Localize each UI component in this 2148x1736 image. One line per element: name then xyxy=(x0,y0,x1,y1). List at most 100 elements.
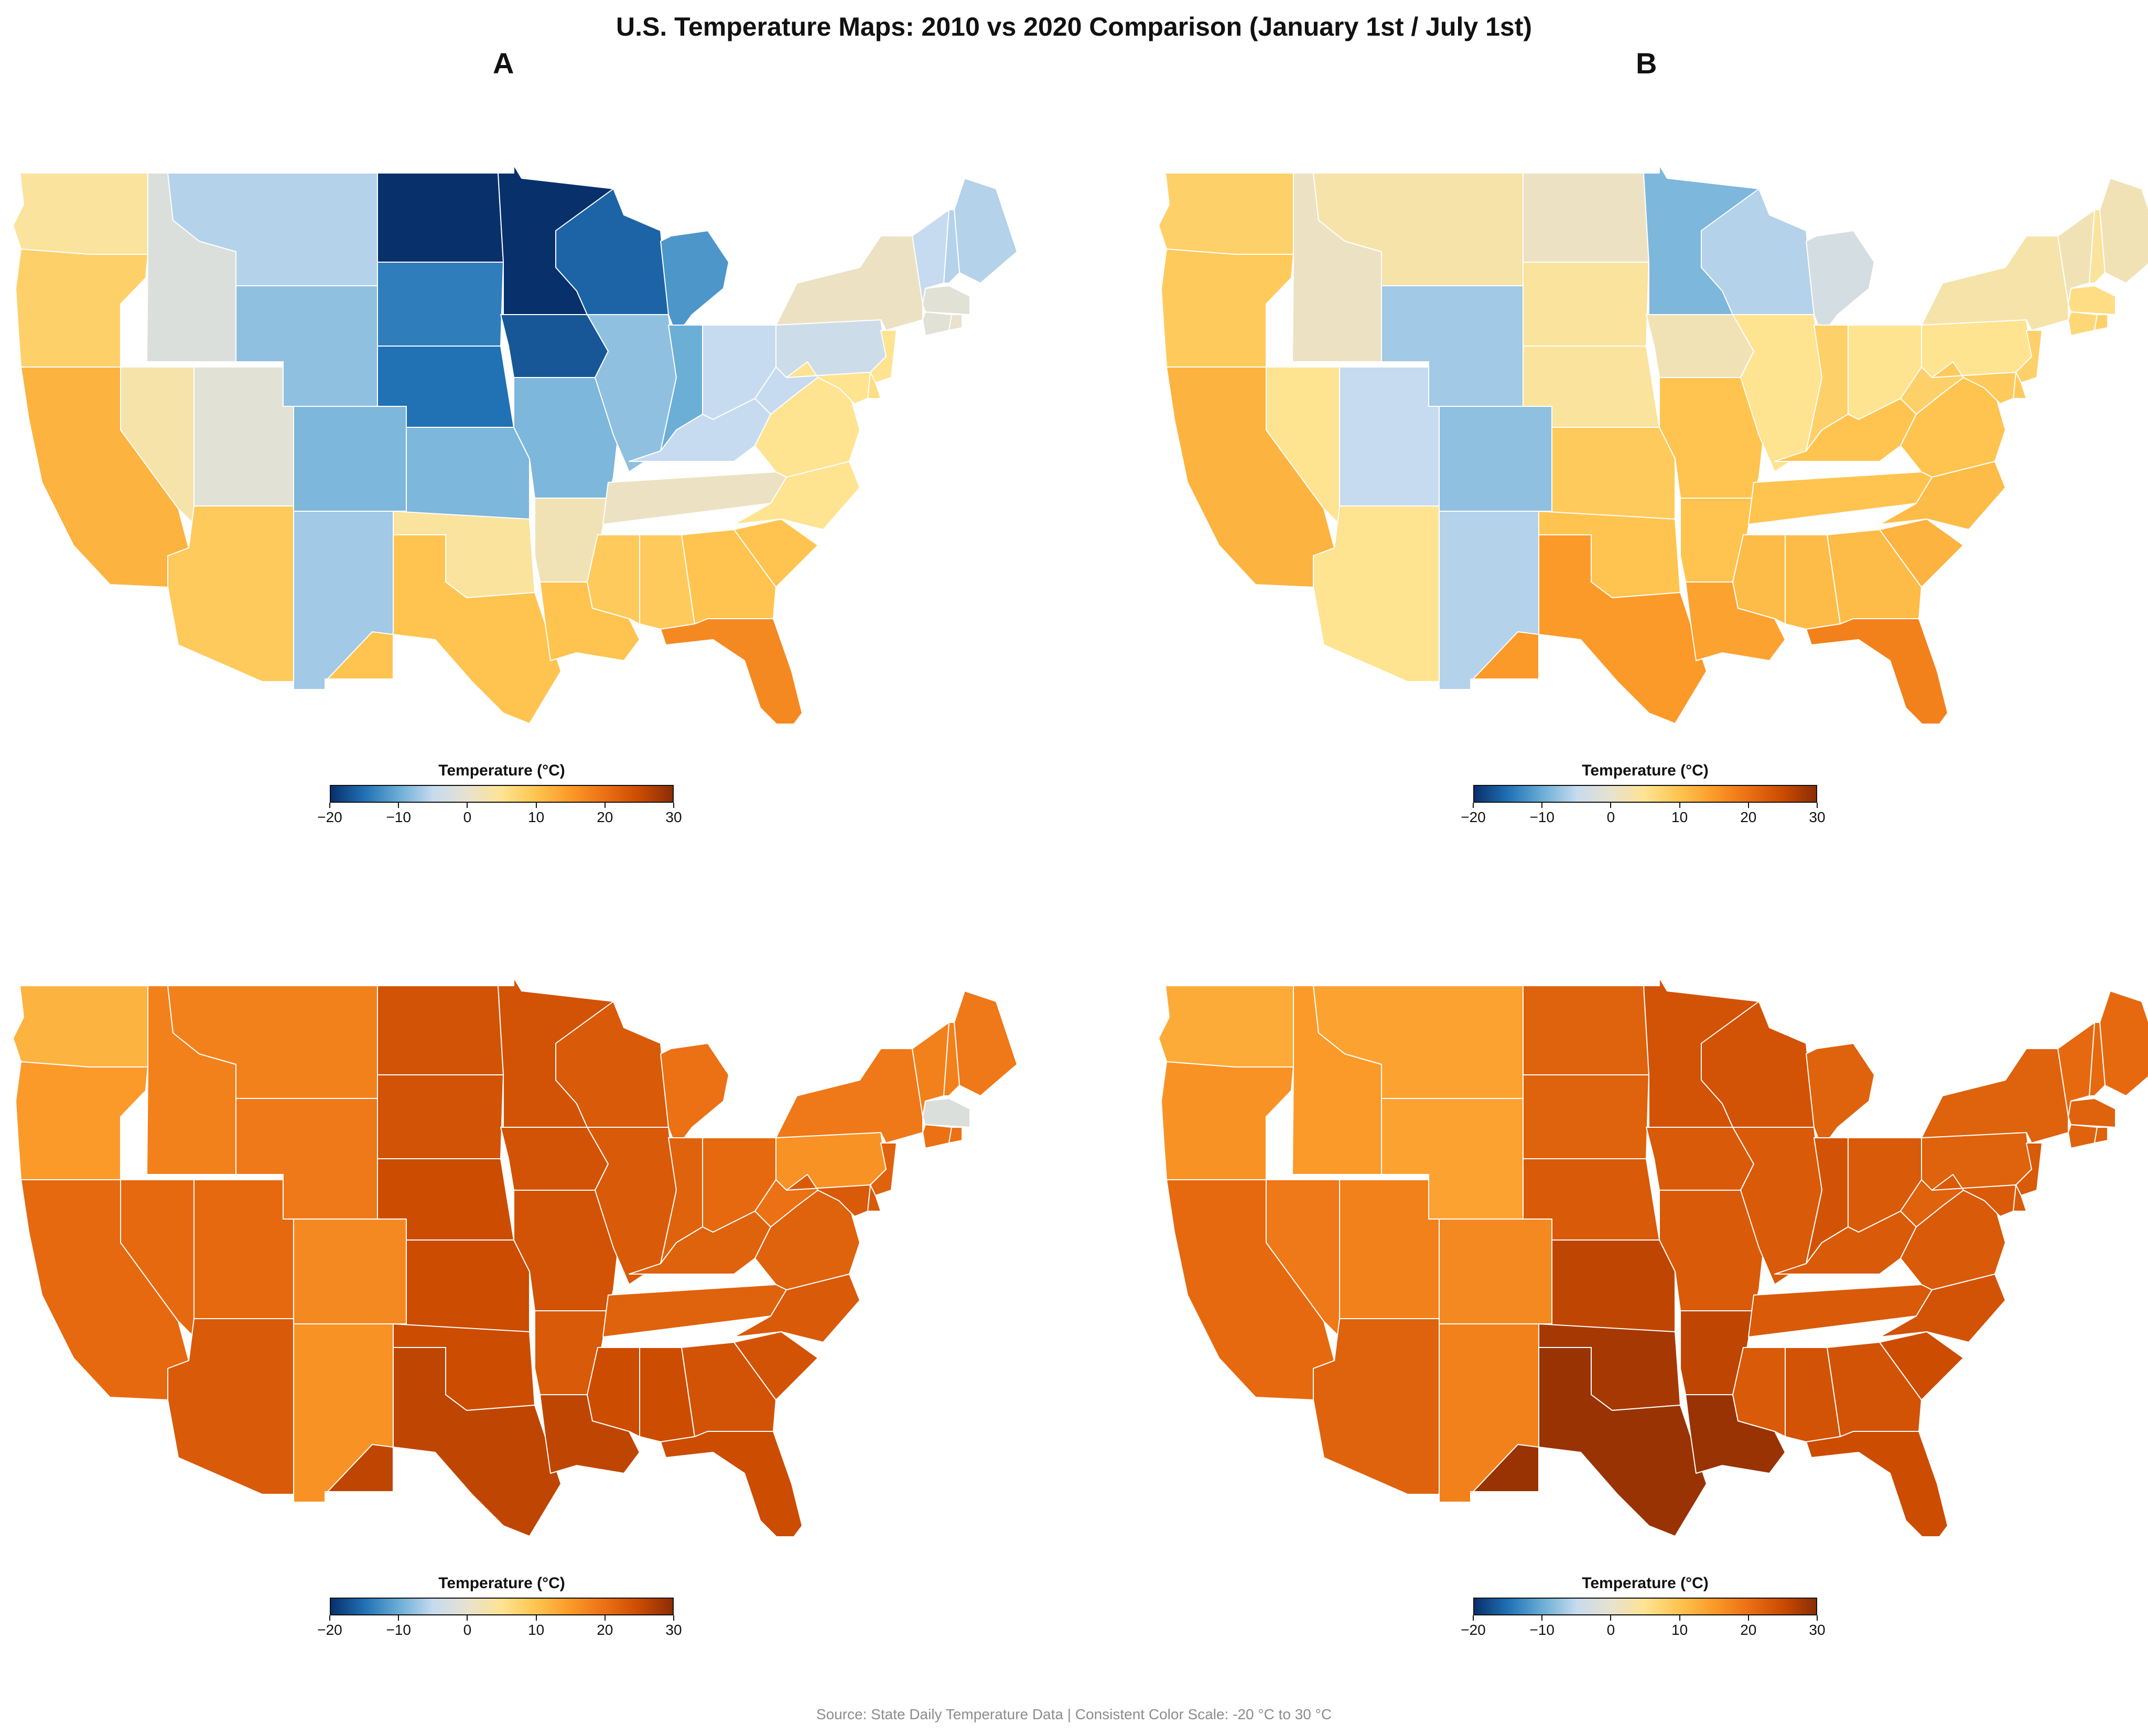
legend-tick-label: 0 xyxy=(1606,809,1615,825)
state-me xyxy=(2099,990,2148,1096)
state-wa xyxy=(1158,985,1294,1068)
legend-tick-label: −10 xyxy=(386,809,411,825)
legend-b-bottom: Temperature (°C) −20 −10 0 10 20 30 xyxy=(1461,1575,1829,1658)
legend-tick-label: 10 xyxy=(528,1622,545,1638)
state-pa xyxy=(775,319,887,378)
legend-tick-label: −20 xyxy=(1461,809,1486,825)
state-sd xyxy=(377,262,504,347)
legend-tick xyxy=(535,1615,537,1621)
state-ny xyxy=(775,1048,923,1144)
legend-tick-label: 0 xyxy=(463,1622,472,1638)
state-co xyxy=(293,1219,407,1324)
legend-tick xyxy=(467,803,468,808)
panel-label-b: B xyxy=(1636,47,1657,80)
state-az xyxy=(167,505,294,682)
legend-tick-label: 20 xyxy=(597,809,613,825)
state-ma xyxy=(922,285,970,315)
state-ny xyxy=(1921,235,2069,331)
legend-tick-label: −10 xyxy=(386,1622,411,1638)
legend-tick xyxy=(329,803,330,808)
legend-tick xyxy=(673,803,674,808)
legend-tick-label: 20 xyxy=(1740,809,1757,825)
legend-tick-label: 20 xyxy=(1740,1622,1757,1638)
state-mi xyxy=(660,1043,729,1149)
state-sc xyxy=(733,1331,818,1400)
state-ut xyxy=(193,1179,294,1319)
state-wa xyxy=(1158,172,1294,255)
legend-tick xyxy=(1817,1615,1818,1621)
state-mi xyxy=(660,230,729,336)
state-wa xyxy=(13,172,148,255)
legend-colorbar xyxy=(1473,1598,1817,1615)
state-or xyxy=(1161,249,1294,368)
state-nc xyxy=(733,1274,860,1343)
state-ks xyxy=(406,1239,530,1332)
state-ri xyxy=(2094,1127,2108,1144)
legend-tick-label: 0 xyxy=(463,809,472,825)
legend-tick-label: 30 xyxy=(665,1622,682,1638)
state-pa xyxy=(1921,319,2032,378)
legend-tick xyxy=(1610,1615,1612,1621)
legend-tick-label: −20 xyxy=(317,1622,342,1638)
state-md xyxy=(1931,361,2016,404)
state-ks xyxy=(1551,1239,1676,1332)
state-or xyxy=(1161,1061,1294,1180)
state-ri xyxy=(948,314,963,331)
legend-tick-label: 10 xyxy=(528,809,545,825)
state-ut xyxy=(1339,1179,1440,1319)
state-fl xyxy=(1806,618,1948,724)
state-nv xyxy=(1266,1179,1340,1338)
state-tx xyxy=(325,534,562,724)
state-co xyxy=(1439,406,1552,512)
legend-tick-label: −20 xyxy=(1461,1622,1486,1638)
state-nv xyxy=(120,366,195,525)
legend-tick xyxy=(1473,803,1474,808)
state-nd xyxy=(1523,172,1649,263)
state-ny xyxy=(775,235,923,331)
state-ct xyxy=(2068,1124,2098,1149)
state-ct xyxy=(922,311,952,336)
state-sd xyxy=(377,1074,504,1159)
state-sd xyxy=(1523,1074,1649,1159)
legend-title: Temperature (°C) xyxy=(1582,1575,1709,1592)
state-md xyxy=(786,361,871,404)
legend-tick xyxy=(1747,803,1749,808)
state-ma xyxy=(922,1098,970,1128)
map-b-bottom xyxy=(1158,977,2148,1536)
legend-colorbar xyxy=(1473,785,1817,803)
state-co xyxy=(293,406,407,512)
state-sc xyxy=(1879,1331,1964,1400)
legend-tick-label: −20 xyxy=(317,809,342,825)
state-fl xyxy=(660,618,803,724)
legend-tick-label: 0 xyxy=(1606,1622,1615,1638)
state-tx xyxy=(1470,1347,1707,1536)
legend-tick-label: 30 xyxy=(665,809,682,825)
state-ut xyxy=(1339,366,1440,506)
legend-tick xyxy=(398,803,400,808)
legend-tick xyxy=(1679,803,1680,808)
legend-tick-label: −10 xyxy=(1529,1622,1555,1638)
legend-tick xyxy=(1679,1615,1680,1621)
state-md xyxy=(786,1174,871,1217)
state-or xyxy=(15,1061,148,1180)
panel-label-a: A xyxy=(493,47,514,80)
legend-tick-label: 10 xyxy=(1671,809,1688,825)
legend-tick xyxy=(604,803,606,808)
legend-tick xyxy=(1610,803,1612,808)
state-me xyxy=(954,178,1017,284)
state-sc xyxy=(1879,519,1964,588)
state-nd xyxy=(377,985,504,1075)
state-nd xyxy=(1523,985,1649,1075)
legend-tick-label: 30 xyxy=(1809,1622,1826,1638)
state-ma xyxy=(2068,1098,2116,1128)
state-tx xyxy=(1470,534,1707,724)
state-ky xyxy=(1774,1211,1917,1275)
state-nv xyxy=(1266,366,1340,525)
legend-tick xyxy=(329,1615,330,1621)
map-a-bottom xyxy=(13,977,1017,1536)
state-wa xyxy=(13,985,148,1068)
legend-tick xyxy=(467,1615,468,1621)
state-ct xyxy=(2068,311,2098,336)
state-co xyxy=(1439,1219,1552,1324)
state-or xyxy=(15,249,148,368)
